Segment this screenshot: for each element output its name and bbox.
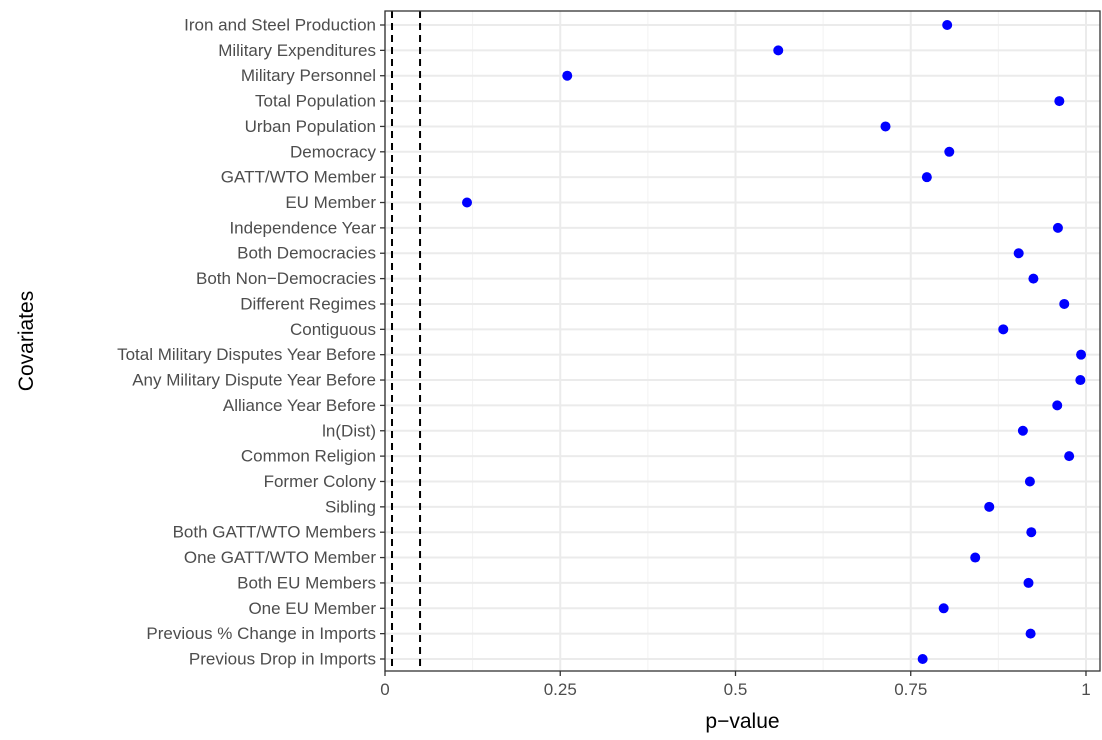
data-point xyxy=(917,654,928,664)
data-point xyxy=(1013,248,1024,259)
y-tick-label: EU Member xyxy=(285,193,376,212)
y-tick-label: Military Expenditures xyxy=(218,41,376,60)
data-point xyxy=(773,45,784,56)
grid xyxy=(384,11,1100,671)
data-point xyxy=(984,501,995,512)
x-tick-label: 0 xyxy=(380,680,389,699)
data-point xyxy=(921,172,932,183)
y-tick-label: Urban Population xyxy=(245,117,376,136)
y-tick-label: Independence Year xyxy=(229,218,376,237)
data-point xyxy=(944,146,955,157)
y-tick-label: Democracy xyxy=(290,142,376,161)
x-tick-label: 0.25 xyxy=(544,680,577,699)
y-tick-label: One EU Member xyxy=(248,599,376,618)
data-point xyxy=(880,121,891,132)
data-point xyxy=(1028,273,1039,284)
data-point xyxy=(1026,527,1037,538)
y-tick-label: Sibling xyxy=(325,497,376,516)
y-tick-label: GATT/WTO Member xyxy=(221,168,377,187)
reference-lines xyxy=(391,11,422,671)
data-point xyxy=(1054,96,1065,107)
data-point xyxy=(998,324,1009,335)
data-point xyxy=(1023,577,1034,588)
y-tick-label: Previous Drop in Imports xyxy=(189,650,376,669)
y-axis-title: Covariates xyxy=(15,291,38,391)
y-axis: Iron and Steel Production Military Expend… xyxy=(117,16,385,669)
data-point xyxy=(942,20,953,30)
y-tick-label: Different Regimes xyxy=(240,294,376,313)
y-tick-label: Both EU Members xyxy=(237,573,376,592)
data-point xyxy=(938,603,949,614)
x-axis-title: p−value xyxy=(705,710,779,733)
y-tick-label: Iron and Steel Production xyxy=(184,16,376,35)
data-point xyxy=(1075,375,1086,386)
y-tick-label: Both Democracies xyxy=(237,244,376,263)
data-point xyxy=(462,197,473,208)
data-point xyxy=(1076,349,1087,360)
data-point xyxy=(1064,451,1075,462)
y-tick-label: Total Military Disputes Year Before xyxy=(117,345,376,364)
y-tick-label: Contiguous xyxy=(290,320,376,339)
y-tick-label: Both Non−Democracies xyxy=(196,269,376,288)
data-point xyxy=(562,70,573,81)
data-point xyxy=(1059,298,1070,309)
x-tick-label: 0.75 xyxy=(894,680,927,699)
x-tick-label: 0.5 xyxy=(724,680,748,699)
x-tick-label: 1 xyxy=(1081,680,1090,699)
y-tick-label: Any Military Dispute Year Before xyxy=(132,371,376,390)
y-tick-label: Total Population xyxy=(255,92,376,111)
data-point xyxy=(970,552,981,563)
y-tick-label: Former Colony xyxy=(264,472,377,491)
data-point xyxy=(1017,425,1028,436)
y-tick-label: Common Religion xyxy=(241,447,376,466)
data-point xyxy=(1052,400,1063,411)
y-tick-label: Alliance Year Before xyxy=(223,396,376,415)
x-axis: 0 0.25 0.5 0.75 1 xyxy=(380,671,1091,699)
data-point xyxy=(1025,628,1036,639)
y-tick-label: Military Personnel xyxy=(241,66,376,85)
y-tick-label: One GATT/WTO Member xyxy=(184,548,376,567)
y-tick-label: Both GATT/WTO Members xyxy=(173,523,376,542)
y-tick-label: Previous % Change in Imports xyxy=(146,624,376,643)
data-point xyxy=(1052,222,1063,233)
data-points xyxy=(462,20,1087,664)
plot-panel-border xyxy=(384,10,1101,672)
y-tick-label: ln(Dist) xyxy=(322,421,376,440)
data-point xyxy=(1024,476,1035,487)
